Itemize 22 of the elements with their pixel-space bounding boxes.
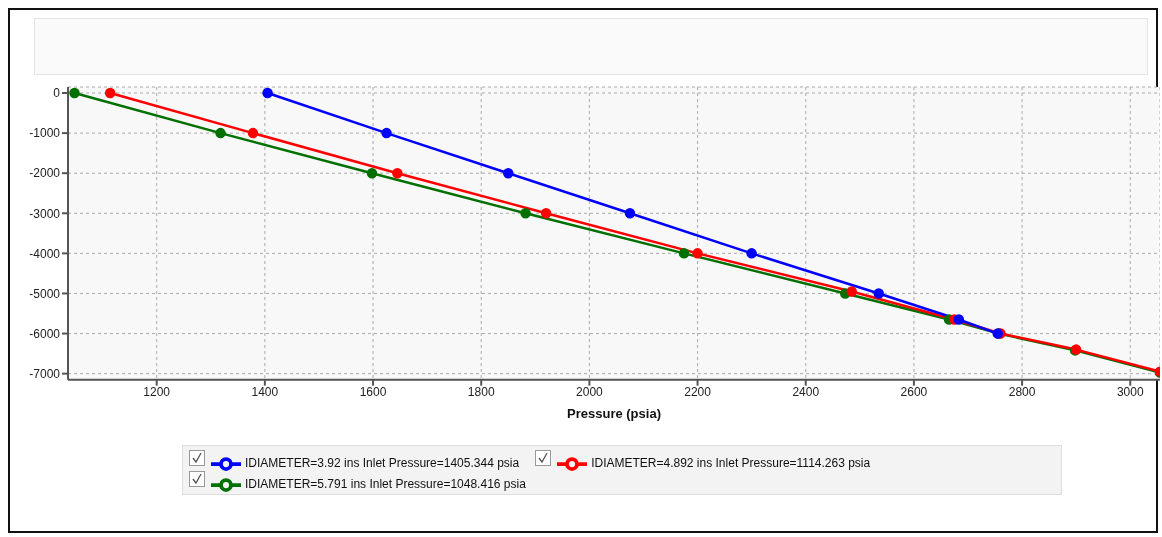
y-tick-label: -7000 (29, 366, 61, 381)
x-tick-label: 1200 (143, 385, 171, 400)
x-tick-label: 2400 (792, 385, 820, 400)
x-tick-label: 1400 (251, 385, 279, 400)
x-tick-label: 1800 (467, 385, 495, 400)
x-tick-label: 2800 (1008, 385, 1036, 400)
y-tick-label: -5000 (29, 286, 61, 301)
x-axis-title: Pressure (psia) (567, 405, 661, 421)
y-tick-label: -3000 (29, 206, 61, 221)
x-tick-label: 2000 (576, 385, 604, 400)
y-tick-label: -6000 (29, 326, 61, 341)
x-tick-label: 2600 (900, 385, 928, 400)
y-tick-label: 0 (53, 86, 61, 101)
legend-label: IDIAMETER=5.791 ins Inlet Pressure=1048.416 psia (245, 477, 526, 491)
legend-label: IDIAMETER=4.892 ins Inlet Pressure=1114.263 psia (591, 455, 871, 470)
x-tick-label: 3000 (1116, 385, 1144, 400)
legend-label: IDIAMETER=3.92 ins Inlet Pressure=1405.344 psia (245, 455, 520, 470)
y-tick-label: -1000 (29, 126, 61, 141)
x-tick-label: 1600 (359, 385, 387, 400)
x-tick-label: 2200 (684, 385, 712, 400)
y-tick-label: -2000 (29, 166, 61, 181)
y-tick-label: -4000 (29, 246, 61, 261)
